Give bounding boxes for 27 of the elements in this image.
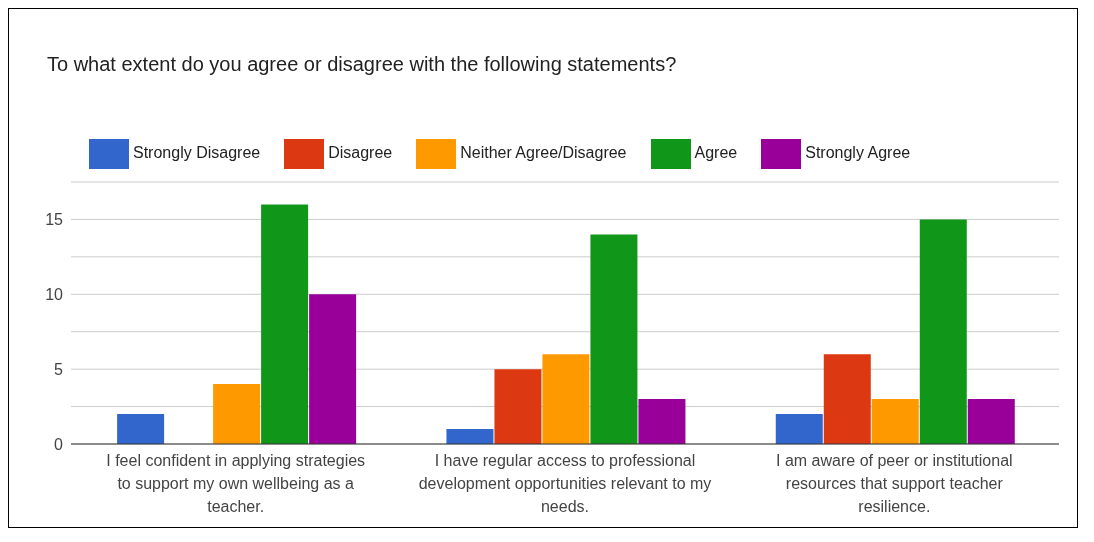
legend-label: Strongly Disagree (133, 144, 261, 162)
x-tick-label: I am aware of peer or institutional resources that support teacher resilience. (776, 452, 1013, 515)
bar (542, 354, 590, 444)
chart-title: To what extent do you agree or disagree with the following statements? (47, 53, 677, 76)
bar (823, 354, 871, 444)
y-tick-label: 5 (54, 360, 64, 378)
y-tick-label: 10 (45, 285, 64, 303)
bar (213, 384, 261, 444)
bar (117, 414, 165, 444)
legend-label: Neither Agree/Disagree (460, 144, 627, 162)
bar (494, 369, 542, 444)
bar (638, 399, 686, 444)
bar (967, 399, 1015, 444)
legend-label: Agree (694, 144, 738, 162)
y-tick-label: 15 (45, 211, 64, 229)
bar (871, 399, 919, 444)
bar (775, 414, 823, 444)
bar (919, 219, 967, 444)
bar (261, 204, 309, 444)
x-tick-label: I feel confident in applying strategies to support my own wellbeing as a teacher. (106, 452, 366, 515)
bar (309, 294, 357, 444)
legend-label: Strongly Agree (805, 144, 911, 162)
bar (446, 429, 494, 444)
x-tick-label: I have regular access to professional development opportunities relevant to my needs. (418, 452, 712, 515)
bar (590, 234, 638, 444)
legend-label: Disagree (328, 144, 393, 162)
y-tick-label: 0 (54, 435, 64, 453)
